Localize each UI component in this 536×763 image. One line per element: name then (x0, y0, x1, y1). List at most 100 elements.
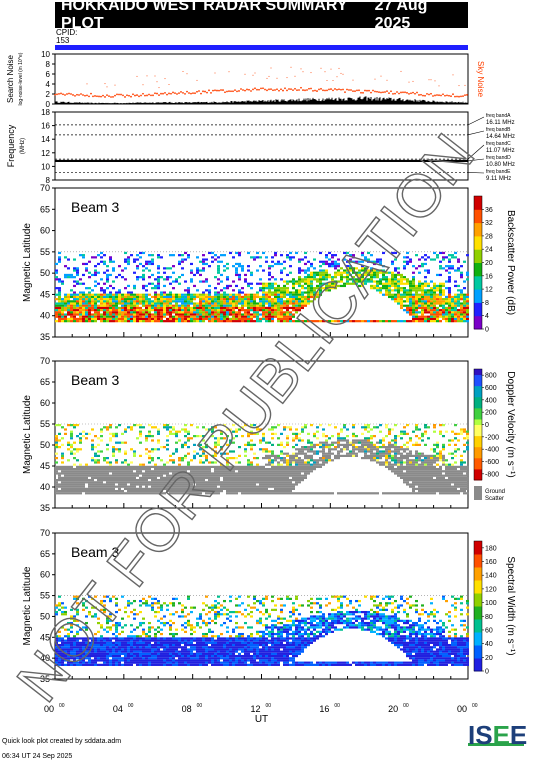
velocity-cell (310, 450, 313, 453)
sky-noise-outlier (252, 74, 254, 76)
power-cell (268, 298, 271, 301)
power-cell (154, 320, 157, 323)
power-cell (196, 317, 199, 321)
power-cell (349, 267, 352, 270)
velocity-cell (319, 465, 322, 468)
power-cell (277, 287, 280, 290)
power-cell (436, 302, 439, 305)
velocity-cell (286, 465, 289, 468)
velocity-cell (97, 485, 100, 488)
velocity-cell (226, 461, 229, 464)
velocity-cell (280, 485, 283, 488)
power-cell (163, 278, 166, 281)
velocity-cell (121, 490, 124, 493)
power-cell (280, 254, 283, 257)
power-cell (64, 265, 67, 268)
power-cell (145, 260, 148, 263)
power-cell (280, 304, 283, 307)
power-cell (193, 284, 196, 288)
frequency-ytick-label: 18 (41, 108, 50, 117)
power-cell (154, 287, 157, 290)
velocity-cell (187, 452, 190, 455)
power-cell (94, 273, 97, 277)
sky-noise-outlier (408, 81, 410, 83)
velocity-cell (130, 470, 133, 473)
power-cell (214, 317, 217, 321)
velocity-cell (55, 483, 58, 486)
power-cell (124, 309, 127, 312)
velocity-cell (247, 472, 250, 475)
velocity-cell (193, 450, 196, 453)
velocity-cell (262, 457, 265, 460)
velocity-cell (64, 465, 67, 468)
power-cell (76, 304, 79, 307)
sky-noise-outlier (196, 79, 198, 81)
power-cell (439, 302, 442, 305)
power-cell (424, 254, 427, 257)
velocity-cell (343, 424, 346, 427)
power-cell (262, 317, 265, 321)
velocity-cell (115, 492, 118, 495)
velocity-cell (154, 465, 157, 468)
power-cell (64, 295, 67, 299)
power-cell (142, 278, 145, 281)
velocity-cell (202, 470, 205, 473)
power-cell (295, 309, 298, 312)
power-cell (433, 315, 436, 318)
power-cell (427, 282, 430, 285)
power-cell (133, 300, 136, 303)
power-cell (172, 287, 175, 290)
power-cell (391, 271, 394, 274)
power-cell (361, 267, 364, 270)
power-cell (181, 317, 184, 321)
velocity-cell (394, 468, 397, 471)
velocity-cell (145, 476, 148, 479)
power-cell (103, 260, 106, 263)
power-cell (64, 300, 67, 303)
power-cell (247, 306, 250, 310)
sky-noise-label: Sky Noise (476, 61, 485, 98)
sky-noise-point (134, 94, 136, 97)
velocity-cell (178, 468, 181, 471)
power-cell (172, 293, 175, 296)
power-cell (88, 295, 91, 299)
power-cell (307, 273, 310, 277)
velocity-cell (154, 483, 157, 486)
velocity-cell (334, 457, 337, 460)
velocity-cell (226, 470, 229, 473)
power-cell (304, 262, 307, 266)
velocity-cell (352, 454, 355, 457)
velocity-cell (280, 487, 283, 490)
power-cell (169, 295, 172, 299)
velocity-cell (229, 479, 232, 482)
power-cell (361, 273, 364, 277)
velocity-cell (55, 472, 58, 475)
power-cell (394, 276, 397, 279)
velocity-cell (289, 454, 292, 457)
velocity-cell (226, 452, 229, 455)
velocity-cell (196, 481, 199, 484)
velocity-cell (214, 479, 217, 482)
velocity-cell (352, 432, 355, 435)
power-cell (445, 317, 448, 321)
velocity-cell (55, 487, 58, 490)
velocity-cell (94, 435, 97, 438)
velocity-cell (97, 443, 100, 446)
power-cell (295, 320, 298, 323)
power-cell (433, 309, 436, 312)
power-cell (457, 260, 460, 263)
velocity-cell (307, 492, 310, 495)
velocity-cell (67, 490, 70, 493)
velocity-cell (157, 485, 160, 488)
power-cell (103, 309, 106, 312)
velocity-cell (163, 424, 166, 427)
power-cell (112, 320, 115, 323)
power-cell (376, 260, 379, 263)
power-cell (289, 315, 292, 318)
velocity-cell (394, 448, 397, 451)
power-cell (199, 320, 202, 323)
velocity-cell (211, 476, 214, 479)
power-cell (391, 276, 394, 279)
power-cell (136, 313, 139, 316)
velocity-cell (271, 426, 274, 429)
